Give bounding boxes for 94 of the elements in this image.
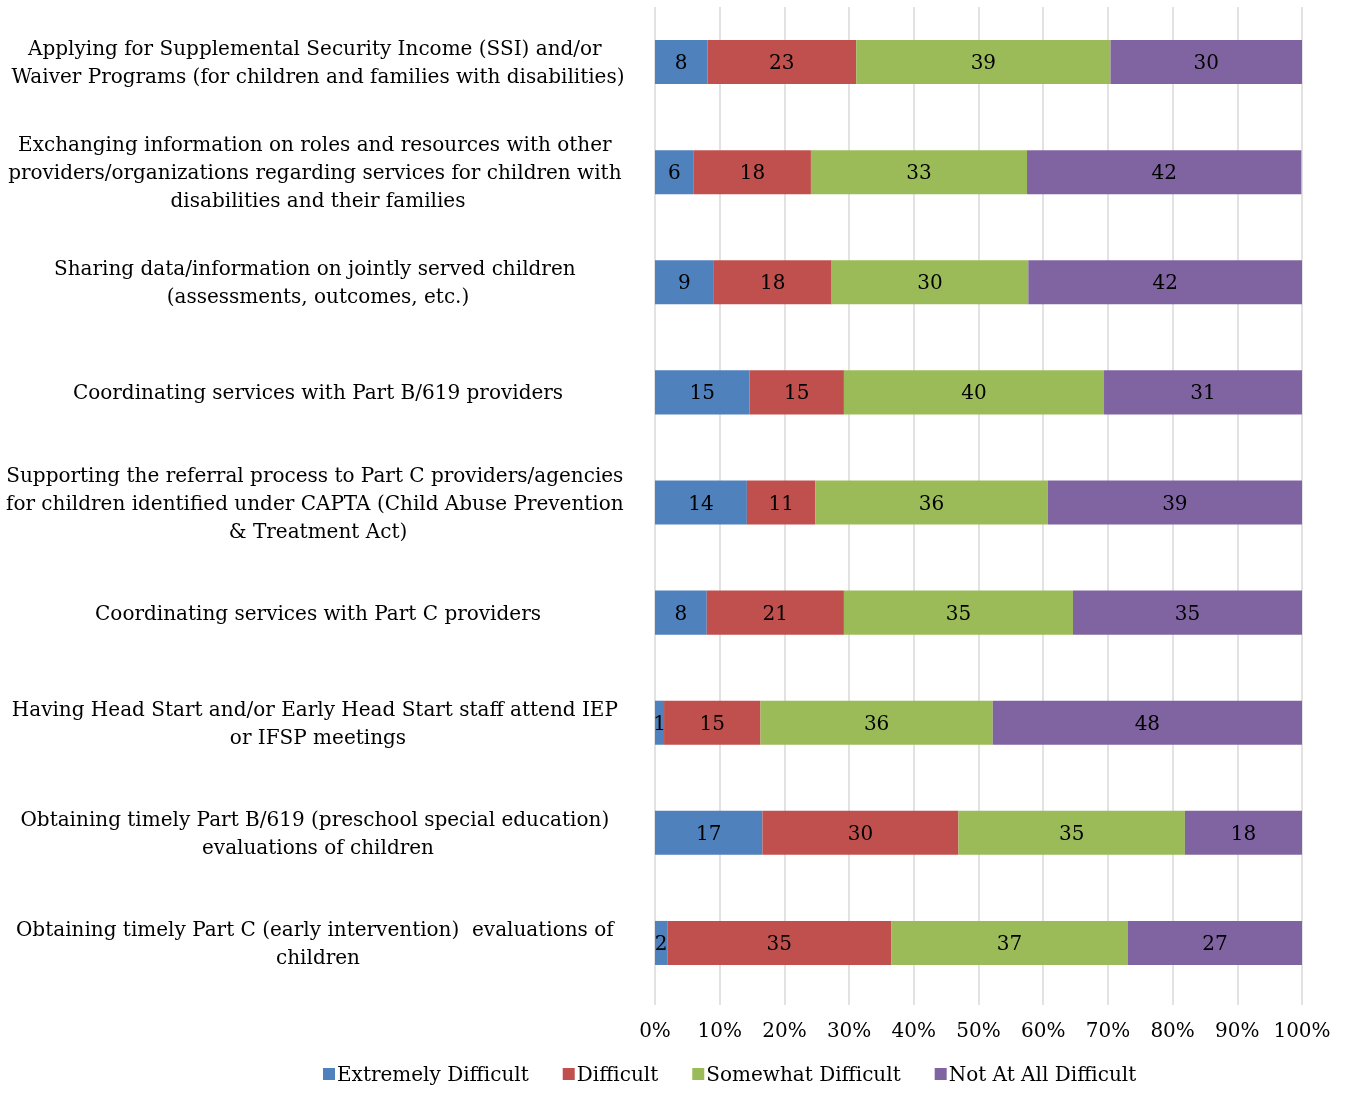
y-tick-label: Exchanging information on roles and resources with other providers/organizations regarding services for children with disabilities and their families (8, 132, 628, 213)
bar (891, 920, 1128, 965)
data-label: 15 (699, 710, 725, 735)
bar (958, 810, 1185, 855)
bar (762, 810, 959, 855)
data-label: 11 (768, 490, 794, 515)
bar (1127, 920, 1302, 965)
data-label: 17 (695, 820, 722, 845)
y-tick-label: Supporting the referral process to Part C providers/agencies for children identified under CAPTA (Child Abuse Prevention & Treatment Act) (5, 462, 631, 543)
bar (746, 480, 816, 525)
bar (706, 590, 844, 635)
bar (1110, 40, 1302, 85)
bar (655, 480, 747, 525)
bar (664, 700, 761, 745)
data-label: 42 (1151, 160, 1177, 185)
bar (655, 40, 708, 85)
bar (655, 810, 763, 855)
x-tick-label: 80% (1150, 1018, 1195, 1042)
data-label: 35 (945, 600, 972, 625)
bar (810, 150, 1028, 195)
bar (713, 260, 832, 305)
bar (843, 590, 1073, 635)
data-label: 30 (917, 270, 943, 295)
bar (693, 150, 811, 195)
legend-label: Difficult (576, 1062, 659, 1086)
y-tick-label: Obtaining timely Part C (early intervention) evaluations of children (15, 916, 621, 969)
x-tick-label: 60% (1020, 1018, 1066, 1042)
data-label: 39 (970, 50, 997, 75)
data-label: 35 (766, 930, 792, 955)
bar (1047, 480, 1302, 525)
bar (749, 370, 844, 415)
data-label: 40 (961, 380, 987, 405)
bar (1184, 810, 1302, 855)
data-label: 15 (689, 380, 715, 405)
x-tick-label: 20% (762, 1018, 807, 1042)
x-tick-label: 40% (891, 1018, 937, 1042)
x-tick-label: 10% (697, 1018, 742, 1042)
data-label: 36 (863, 710, 890, 735)
bar (655, 370, 750, 415)
data-label: 30 (1193, 50, 1219, 75)
data-label: 8 (674, 50, 688, 75)
data-label: 42 (1152, 270, 1178, 295)
bar (655, 590, 707, 635)
y-tick-label: Having Head Start and/or Early Head Start staff attend IEP or IFSP meetings (11, 696, 625, 749)
data-label: 18 (1230, 820, 1257, 845)
bar (1027, 150, 1302, 195)
y-tick-label: Applying for Supplemental Security Income (SSI) and/or Waiver Programs (for children and families with disabilities) (11, 36, 625, 89)
data-label: 2 (654, 930, 668, 955)
data-label: 30 (847, 820, 874, 845)
x-tick-label: 50% (956, 1018, 1001, 1042)
data-label: 8 (674, 600, 688, 625)
data-label: 1 (653, 710, 666, 735)
bar (815, 480, 1048, 525)
x-tick-label: 0% (639, 1018, 671, 1042)
data-label: 6 (668, 160, 681, 185)
legend-label: Not At All Difficult (948, 1062, 1137, 1086)
y-tick-label: Coordinating services with Part B/619 providers (72, 380, 564, 405)
bar (707, 40, 857, 85)
bar (667, 920, 892, 965)
bar (760, 700, 993, 745)
data-label: 35 (1174, 600, 1201, 625)
data-label: 37 (996, 930, 1023, 955)
data-label: 21 (762, 600, 789, 625)
x-tick-label: 90% (1215, 1018, 1260, 1042)
data-label: 18 (739, 160, 766, 185)
data-label: 27 (1202, 930, 1228, 955)
legend-label: Extremely Difficult (337, 1062, 529, 1086)
x-tick-label: 70% (1085, 1018, 1131, 1042)
bar (843, 370, 1105, 415)
data-label: 35 (1058, 820, 1085, 845)
data-label: 14 (688, 490, 714, 515)
bar (1028, 260, 1302, 305)
bar (992, 700, 1302, 745)
data-label: 18 (760, 270, 786, 295)
x-tick-label: 100% (1273, 1018, 1331, 1042)
data-label: 39 (1162, 490, 1188, 515)
data-label: 31 (1190, 380, 1216, 405)
data-label: 23 (769, 50, 795, 75)
data-label: 15 (783, 380, 810, 405)
x-tick-label: 30% (826, 1018, 872, 1042)
y-tick-label: Obtaining timely Part B/619 (preschool special education) evaluations of children (20, 806, 616, 859)
data-label: 48 (1134, 710, 1161, 735)
data-label: 33 (906, 160, 932, 185)
data-label: 9 (678, 270, 691, 295)
bar (655, 150, 694, 195)
data-label: 36 (918, 490, 945, 515)
legend-label: Somewhat Difficult (706, 1062, 901, 1086)
bar (1072, 590, 1302, 635)
y-tick-label: Sharing data/information on jointly served children (assessments, outcomes, etc.) (54, 256, 582, 309)
bar (856, 40, 1111, 85)
y-tick-label: Coordinating services with Part C providers (95, 600, 541, 625)
bar (1104, 370, 1302, 415)
bar (655, 260, 714, 305)
bar (831, 260, 1029, 305)
